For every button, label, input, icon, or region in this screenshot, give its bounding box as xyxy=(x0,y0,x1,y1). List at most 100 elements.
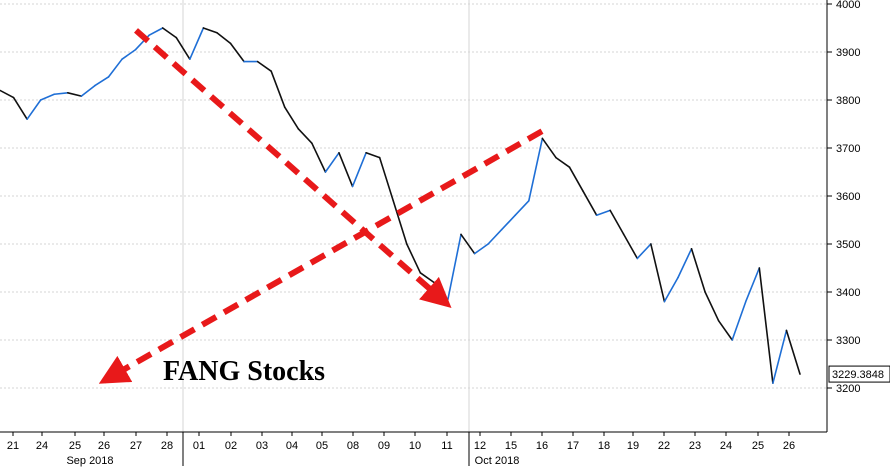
x-tick-label: 04 xyxy=(286,440,298,452)
price-segment xyxy=(26,99,42,120)
price-segment xyxy=(460,233,476,255)
x-month-label: Oct 2018 xyxy=(475,455,520,467)
x-tick-label: 12 xyxy=(474,440,486,452)
price-segment xyxy=(663,276,679,303)
y-tick-label: 3800 xyxy=(836,95,860,107)
y-tick-label: 3500 xyxy=(836,239,860,251)
y-tick-label: 4000 xyxy=(836,0,860,11)
price-segment xyxy=(229,42,245,63)
x-tick-label: 05 xyxy=(316,440,328,452)
price-series xyxy=(0,27,801,385)
x-tick-label: 11 xyxy=(441,440,452,452)
x-tick-label: 26 xyxy=(783,440,795,452)
x-tick-label: 08 xyxy=(347,440,359,452)
price-segment xyxy=(731,300,747,341)
price-segment xyxy=(378,156,395,202)
trend-arrow xyxy=(98,128,544,384)
price-segment xyxy=(392,200,408,245)
y-tick-label: 3900 xyxy=(836,47,860,59)
price-segment xyxy=(175,36,191,61)
x-tick-label: 24 xyxy=(720,440,732,452)
price-segment xyxy=(650,243,666,303)
price-segment xyxy=(772,329,788,385)
price-segment xyxy=(487,228,503,245)
price-segment xyxy=(744,267,761,303)
x-tick-label: 28 xyxy=(161,440,173,452)
price-segment xyxy=(365,152,381,159)
price-segment xyxy=(283,106,300,130)
price-segment xyxy=(161,27,178,39)
price-segment xyxy=(677,248,693,279)
x-tick-label: 01 xyxy=(193,440,205,452)
price-segment xyxy=(636,243,652,260)
last-value-box xyxy=(828,365,890,383)
price-segment xyxy=(405,243,422,274)
price-segment xyxy=(351,152,367,188)
price-segment xyxy=(148,27,164,37)
price-segment xyxy=(324,152,340,173)
x-tick-label: 22 xyxy=(658,440,670,452)
y-tick-label: 3400 xyxy=(836,287,860,299)
price-segment xyxy=(270,70,286,108)
price-segment xyxy=(189,27,205,61)
x-tick-label: 27 xyxy=(130,440,142,452)
price-segment xyxy=(717,319,734,341)
x-tick-label: 15 xyxy=(505,440,517,452)
x-tick-label: 18 xyxy=(598,440,610,452)
price-segment xyxy=(0,89,15,99)
trend-arrows xyxy=(98,28,544,384)
price-segment xyxy=(609,209,625,236)
price-segment xyxy=(121,48,137,61)
price-segment xyxy=(568,166,584,192)
price-segment xyxy=(94,76,110,87)
x-tick-label: 24 xyxy=(36,440,48,452)
x-tick-label: 03 xyxy=(256,440,268,452)
price-segment xyxy=(541,137,557,159)
price-segment xyxy=(785,329,801,375)
price-segment xyxy=(12,96,28,120)
x-tick-label: 21 xyxy=(7,440,19,452)
price-segment xyxy=(555,156,571,168)
price-segment xyxy=(53,92,69,96)
price-segment xyxy=(704,291,720,322)
axes xyxy=(0,0,828,433)
price-segment xyxy=(473,243,489,255)
price-segment xyxy=(216,31,232,45)
price-segment xyxy=(338,152,354,188)
x-tick-label: 17 xyxy=(567,440,579,452)
price-segment xyxy=(256,60,272,72)
price-segment xyxy=(80,84,96,97)
last-value-label: 3229.3848 xyxy=(832,369,884,381)
chart-title-label: FANG Stocks xyxy=(163,356,325,387)
price-segment xyxy=(39,93,56,101)
grid-lines xyxy=(0,0,827,432)
x-tick-label: 25 xyxy=(69,440,81,452)
trend-arrow xyxy=(134,28,452,308)
price-segment xyxy=(595,209,611,216)
x-tick-label: 16 xyxy=(536,440,548,452)
price-segment xyxy=(311,142,327,173)
y-tick-label: 3700 xyxy=(836,143,860,155)
y-tick-label: 3300 xyxy=(836,335,860,347)
price-segment xyxy=(528,137,544,202)
price-segment xyxy=(66,92,83,97)
y-axis-ticks: 3200 3300 3400 3500 3600 3700 3800 3900 4000 xyxy=(827,0,860,395)
x-tick-label: 26 xyxy=(98,440,110,452)
x-axis-ticks: 21 24 25 26 27 28 01 02 03 04 05 08 09 10 11 12 15 16 17 18… xyxy=(7,432,795,467)
y-tick-label: 3600 xyxy=(836,191,860,203)
price-segment xyxy=(202,27,218,34)
x-tick-label: 10 xyxy=(409,440,421,452)
price-segment xyxy=(107,58,123,78)
x-month-label: Sep 2018 xyxy=(66,455,113,467)
x-tick-label: 09 xyxy=(378,440,390,452)
price-segment xyxy=(500,214,517,231)
x-tick-label: 23 xyxy=(689,440,701,452)
price-segment xyxy=(758,267,774,385)
price-segment xyxy=(297,128,313,144)
x-tick-label: 02 xyxy=(225,440,237,452)
x-tick-label: 25 xyxy=(752,440,764,452)
price-segment xyxy=(622,233,639,260)
price-segment xyxy=(514,200,530,216)
y-tick-label: 3200 xyxy=(836,383,860,395)
